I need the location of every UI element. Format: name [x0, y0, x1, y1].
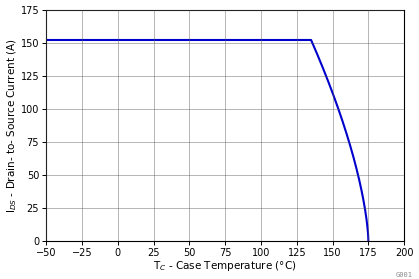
Y-axis label: I$_{DS}$ - Drain- to- Source Current (A): I$_{DS}$ - Drain- to- Source Current (A): [5, 38, 19, 213]
X-axis label: T$_C$ - Case Temperature (°C): T$_C$ - Case Temperature (°C): [153, 259, 297, 273]
Text: G001: G001: [396, 271, 413, 278]
